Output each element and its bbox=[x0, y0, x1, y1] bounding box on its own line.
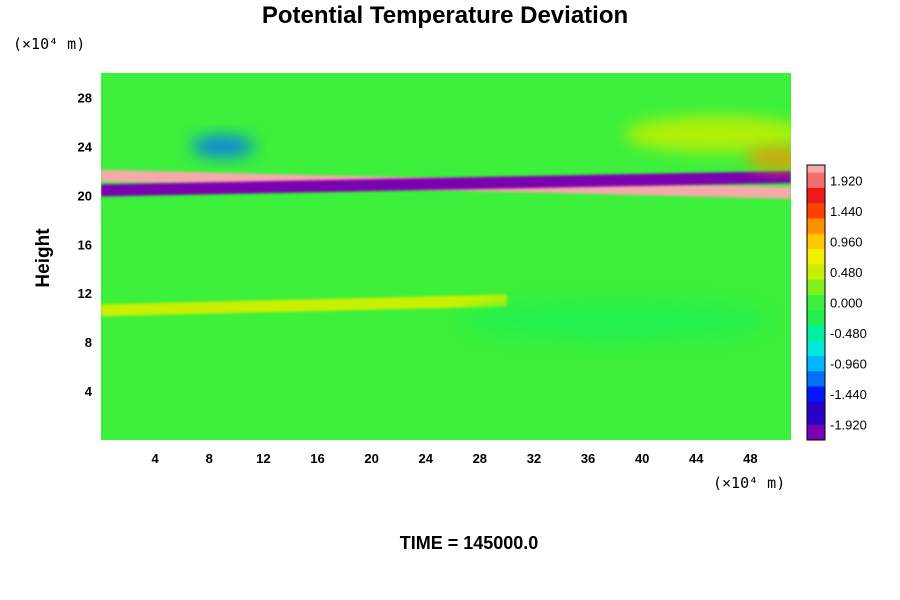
y-tick-label: 12 bbox=[78, 286, 92, 301]
x-tick-label: 48 bbox=[743, 451, 757, 466]
colorbar-segment bbox=[807, 317, 825, 326]
colorbar-segment bbox=[807, 424, 825, 433]
colorbar-segment bbox=[807, 180, 825, 189]
x-axis-ticks: 4 8 12 16 20 24 28 32 36 40 44 48 bbox=[152, 451, 758, 466]
colorbar-segment bbox=[807, 165, 825, 173]
colorbar-segment bbox=[807, 226, 825, 235]
colorbar-tick-label: -0.480 bbox=[830, 326, 867, 341]
colorbar-segment bbox=[807, 401, 825, 410]
colorbar-border bbox=[806, 164, 826, 441]
colorbar-segment bbox=[807, 203, 825, 212]
colorbar-tick-label: -1.920 bbox=[830, 418, 867, 433]
field-feature-2 bbox=[191, 135, 255, 158]
colorbar-segment bbox=[807, 210, 825, 219]
colorbar-segment bbox=[807, 417, 825, 426]
x-tick-label: 40 bbox=[635, 451, 649, 466]
colorbar-tick-label: 0.480 bbox=[830, 265, 863, 280]
field-feature-5 bbox=[101, 294, 507, 317]
colorbar-segment bbox=[807, 325, 825, 334]
x-tick-label: 28 bbox=[473, 451, 487, 466]
colorbar-segment bbox=[807, 256, 825, 265]
colorbar-tick-label: -1.440 bbox=[830, 387, 867, 402]
time-label: TIME = 145000.0 bbox=[400, 533, 539, 553]
x-axis-unit: (×10⁴ m) bbox=[713, 474, 785, 492]
x-tick-label: 32 bbox=[527, 451, 541, 466]
colorbar-segment bbox=[807, 264, 825, 273]
colorbar-segment bbox=[807, 340, 825, 349]
colorbar-segment bbox=[807, 233, 825, 242]
colorbar-segment bbox=[807, 363, 825, 372]
colorbar-segment bbox=[807, 333, 825, 341]
colorbar: 1.920 1.440 0.960 0.480 0.000 -0.480 -0.960 -1.… bbox=[806, 164, 867, 441]
colorbar-segment bbox=[807, 218, 825, 227]
y-axis-ticks: 4 8 12 16 20 24 28 bbox=[78, 90, 93, 399]
colorbar-tick-label: 0.000 bbox=[830, 296, 863, 311]
chart-title: Potential Temperature Deviation bbox=[262, 2, 628, 29]
colorbar-segment bbox=[807, 187, 825, 196]
colorbar-segment bbox=[807, 302, 825, 311]
colorbar-segment bbox=[807, 294, 825, 303]
colorbar-segment bbox=[807, 409, 825, 418]
colorbar-segment bbox=[807, 310, 825, 319]
x-tick-label: 44 bbox=[689, 451, 704, 466]
plot-area bbox=[101, 73, 791, 440]
y-tick-label: 8 bbox=[85, 335, 92, 350]
y-axis-label: Height bbox=[33, 228, 54, 288]
x-tick-label: 20 bbox=[364, 451, 378, 466]
x-tick-label: 4 bbox=[152, 451, 160, 466]
colorbar-tick-label: 1.920 bbox=[830, 173, 863, 188]
colorbar-segment bbox=[807, 271, 825, 280]
y-tick-label: 20 bbox=[78, 188, 92, 203]
field-feature-6 bbox=[461, 299, 769, 343]
colorbar-segment bbox=[807, 287, 825, 296]
colorbar-segment bbox=[807, 432, 825, 441]
colorbar-segment bbox=[807, 172, 825, 181]
colorbar-segment bbox=[807, 355, 825, 364]
field-feature-3 bbox=[624, 115, 791, 153]
y-tick-label: 16 bbox=[78, 237, 92, 252]
colorbar-segment bbox=[807, 241, 825, 250]
x-tick-label: 12 bbox=[256, 451, 270, 466]
colorbar-segment bbox=[807, 378, 825, 387]
field-feature-1 bbox=[101, 170, 791, 197]
y-axis-unit: (×10⁴ m) bbox=[13, 35, 85, 53]
colorbar-segment bbox=[807, 279, 825, 288]
x-tick-label: 24 bbox=[418, 451, 433, 466]
y-tick-label: 4 bbox=[85, 384, 93, 399]
x-tick-label: 8 bbox=[206, 451, 213, 466]
colorbar-tick-label: 1.440 bbox=[830, 204, 863, 219]
field-feature-4 bbox=[745, 147, 791, 170]
colorbar-segment bbox=[807, 394, 825, 403]
colorbar-segment bbox=[807, 371, 825, 380]
colorbar-tick-label: 0.960 bbox=[830, 234, 863, 249]
colorbar-segment bbox=[807, 348, 825, 357]
y-tick-label: 28 bbox=[78, 90, 92, 105]
field-features bbox=[101, 115, 791, 343]
y-tick-label: 24 bbox=[78, 139, 93, 154]
x-tick-label: 36 bbox=[581, 451, 595, 466]
colorbar-tick-label: -0.960 bbox=[830, 357, 867, 372]
colorbar-segment bbox=[807, 195, 825, 204]
colorbar-segment bbox=[807, 249, 825, 257]
colorbar-segment bbox=[807, 386, 825, 395]
x-tick-label: 16 bbox=[310, 451, 324, 466]
